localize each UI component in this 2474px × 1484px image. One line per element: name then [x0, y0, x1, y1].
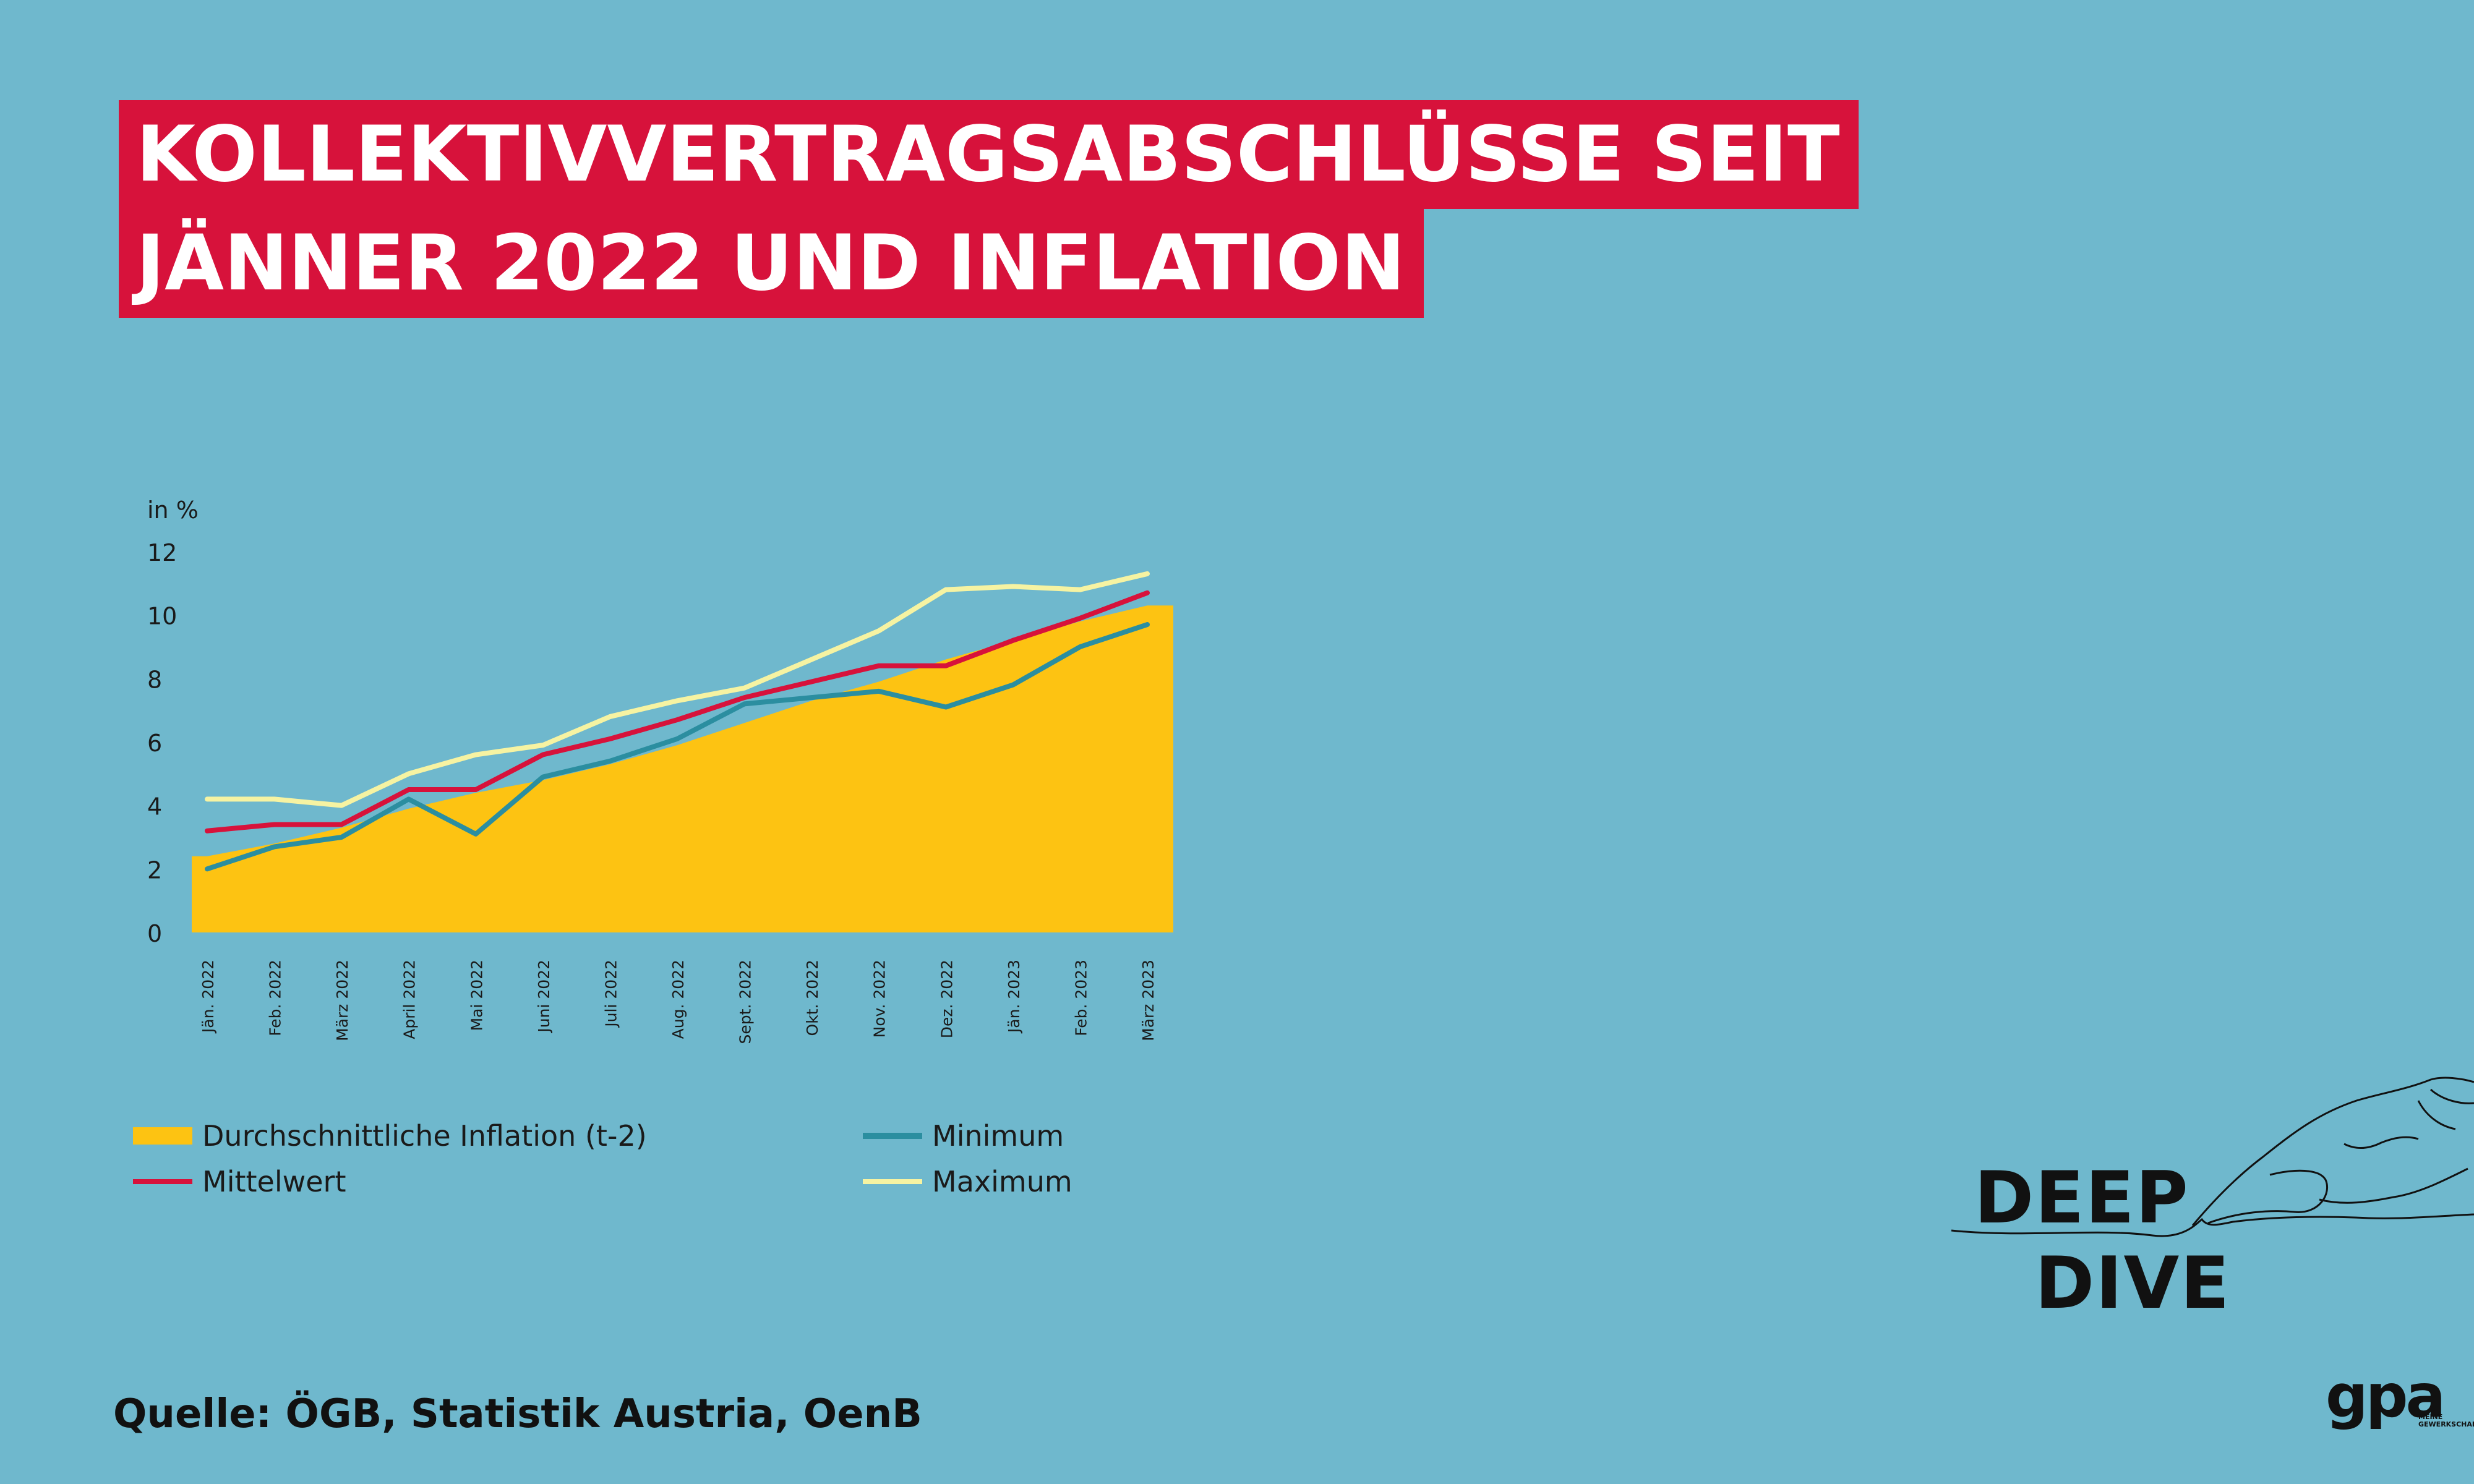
chart-title-line-2: JÄNNER 2022 UND INFLATION [119, 209, 1424, 318]
legend-item-mittelwert: Mittelwert [133, 1165, 346, 1198]
y-tick-label: 12 [147, 539, 177, 566]
y-axis-label: in % [147, 497, 199, 524]
y-tick-label: 2 [147, 856, 162, 884]
x-tick-label: März 2023 [1139, 960, 1157, 1041]
y-tick-label: 6 [147, 730, 162, 757]
x-tick-label: Dez. 2022 [938, 960, 956, 1038]
series-line-minimum [205, 622, 1150, 872]
deep-text: DEEP [1974, 1156, 2189, 1240]
series-line-maximum [205, 571, 1150, 808]
legend-label-minimum: Minimum [932, 1119, 1064, 1153]
x-tick-label: März 2022 [333, 960, 351, 1041]
deep-dive-logo: DEEP DIVE [1948, 1076, 2474, 1323]
x-tick-label: Mai 2022 [468, 960, 486, 1031]
x-tick-label: Nov. 2022 [871, 960, 889, 1038]
legend-swatch-mittelwert [133, 1179, 192, 1184]
x-tick-label: Jän. 2023 [1005, 960, 1023, 1034]
legend-swatch-maximum [863, 1179, 922, 1184]
x-tick-label: Feb. 2023 [1072, 960, 1090, 1036]
gpa-logo-sub-2: GEWERKSCHAFT [2418, 1420, 2474, 1429]
legend-item-minimum: Minimum [863, 1119, 1064, 1153]
legend-item-maximum: Maximum [863, 1165, 1072, 1198]
gpa-logo: gpa MEINE GEWERKSCHAFT [2326, 1362, 2474, 1435]
legend-label-mittelwert: Mittelwert [202, 1165, 346, 1198]
x-tick-label: Aug. 2022 [669, 960, 687, 1039]
chart-title-line-1: KOLLEKTIVVERTRAGSABSCHLÜSSE SEIT [119, 100, 1859, 209]
legend: Durchschnittliche Inflation (t-2) Minimu… [133, 1119, 1246, 1218]
x-tick-label: Juni 2022 [535, 960, 553, 1034]
gpa-logo-sub-1: MEINE [2418, 1413, 2443, 1421]
legend-item-inflation: Durchschnittliche Inflation (t-2) [133, 1119, 647, 1153]
gpa-logo-word: gpa [2326, 1362, 2446, 1431]
y-tick-label: 8 [147, 666, 162, 693]
x-tick-label: Jän. 2022 [199, 960, 217, 1034]
y-tick-label: 10 [147, 603, 177, 630]
title-block: KOLLEKTIVVERTRAGSABSCHLÜSSE SEIT JÄNNER … [119, 100, 1859, 318]
x-tick-label: Okt. 2022 [803, 960, 821, 1036]
legend-swatch-inflation [133, 1127, 192, 1145]
series-line-mittelwert [205, 590, 1150, 834]
x-tick-label: Juli 2022 [602, 960, 620, 1028]
legend-label-maximum: Maximum [932, 1165, 1072, 1198]
series-area-inflation [192, 605, 1173, 932]
dive-text: DIVE [2035, 1242, 2231, 1325]
x-tick-label: Sept. 2022 [737, 960, 755, 1044]
x-tick-label: Feb. 2022 [267, 960, 285, 1036]
source-note: Quelle: ÖGB, Statistik Austria, OenB [113, 1391, 922, 1437]
y-tick-label: 0 [147, 920, 162, 947]
legend-label-inflation: Durchschnittliche Inflation (t-2) [202, 1119, 647, 1153]
hand-illustration [1951, 1077, 2474, 1237]
x-tick-label: April 2022 [401, 960, 419, 1039]
gpa-logo-subtitle: MEINE GEWERKSCHAFT [2418, 1413, 2474, 1428]
legend-swatch-minimum [863, 1133, 922, 1139]
y-tick-label: 4 [147, 793, 162, 821]
